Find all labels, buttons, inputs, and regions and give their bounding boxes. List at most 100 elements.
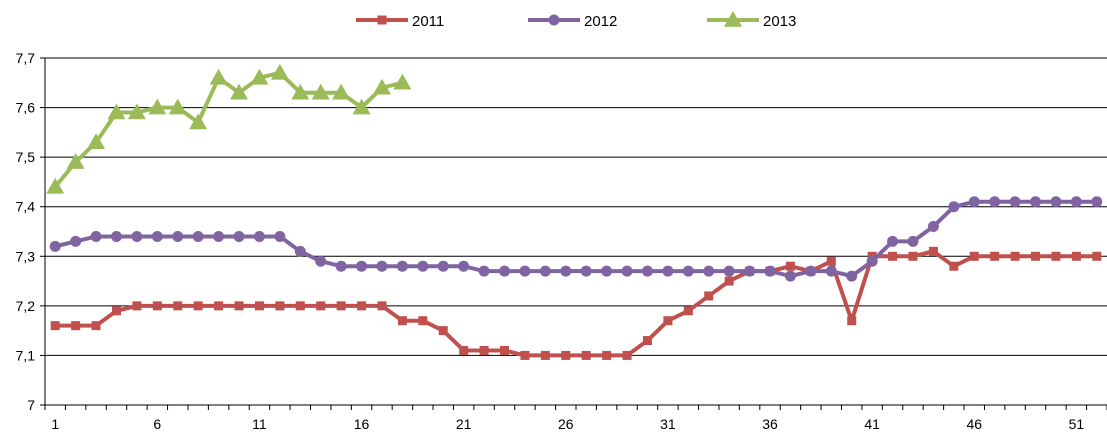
data-point	[785, 261, 795, 271]
data-point	[172, 230, 184, 242]
y-tick-label: 7,2	[16, 298, 36, 314]
data-point	[642, 336, 652, 346]
data-point	[87, 133, 106, 150]
data-point	[519, 265, 531, 277]
y-tick-label: 7,7	[16, 50, 36, 66]
data-point	[152, 301, 162, 311]
legend-label: 2012	[584, 13, 617, 30]
data-point	[357, 301, 367, 311]
data-point	[581, 350, 591, 360]
data-point	[1050, 196, 1062, 208]
data-point	[968, 196, 980, 208]
x-tick-label: 46	[966, 416, 982, 432]
data-point	[682, 265, 694, 277]
y-tick-label: 7,4	[16, 199, 36, 215]
series-line-2012	[54, 199, 1097, 279]
data-point	[1030, 196, 1042, 208]
y-tick-label: 7,6	[16, 100, 36, 116]
data-point	[540, 350, 550, 360]
data-point	[132, 301, 142, 311]
legend-item-2011: 2011	[356, 13, 444, 30]
x-tick-label: 41	[864, 416, 880, 432]
data-point	[887, 235, 899, 247]
data-point	[397, 316, 407, 326]
data-point	[662, 265, 674, 277]
data-point	[723, 265, 735, 277]
x-tick-label: 21	[456, 416, 472, 432]
data-point	[336, 301, 346, 311]
data-point	[703, 265, 715, 277]
data-point	[704, 291, 714, 301]
data-point	[724, 276, 734, 286]
data-point	[866, 255, 878, 267]
y-tick-label: 7,1	[16, 347, 36, 363]
data-point	[352, 98, 371, 115]
data-point	[621, 265, 633, 277]
data-point	[90, 230, 102, 242]
data-point	[499, 265, 511, 277]
data-point	[580, 265, 592, 277]
data-point	[969, 251, 979, 261]
data-point	[275, 301, 285, 311]
data-point	[295, 301, 305, 311]
legend-swatch-marker	[377, 15, 387, 25]
data-point	[66, 153, 85, 169]
data-point	[927, 221, 939, 233]
legend-swatch-marker	[548, 14, 560, 26]
data-point	[1010, 251, 1020, 261]
data-point	[641, 265, 653, 277]
data-point	[294, 245, 306, 257]
data-point	[539, 265, 551, 277]
data-point	[459, 345, 469, 355]
data-point	[784, 270, 796, 282]
data-point	[907, 235, 919, 247]
legend-label: 2013	[763, 13, 796, 30]
legend-item-2013: 2013	[707, 11, 796, 30]
data-point	[173, 301, 183, 311]
x-tick-label: 1	[51, 416, 59, 432]
data-point	[209, 68, 228, 85]
data-point	[479, 345, 489, 355]
legend: 2011 2012 2013	[356, 11, 796, 30]
data-point	[1091, 196, 1103, 208]
data-point	[49, 240, 61, 252]
data-point	[377, 301, 387, 311]
data-point	[908, 251, 918, 261]
data-point	[189, 113, 208, 130]
data-point	[253, 230, 265, 242]
data-point	[437, 260, 449, 272]
data-point	[230, 83, 249, 100]
data-point	[1092, 251, 1102, 261]
data-point	[254, 301, 264, 311]
data-point	[478, 265, 490, 277]
data-point	[396, 260, 408, 272]
data-point	[376, 260, 388, 272]
data-point	[233, 230, 245, 242]
data-point	[601, 265, 613, 277]
data-point	[561, 350, 571, 360]
data-point	[213, 230, 225, 242]
data-point	[168, 98, 187, 115]
gridlines	[45, 57, 1107, 356]
x-tick-label: 26	[558, 416, 574, 432]
data-point	[764, 265, 776, 277]
data-point	[193, 301, 203, 311]
data-point	[847, 316, 857, 326]
x-tick-label: 51	[1069, 416, 1085, 432]
y-tick-label: 7	[27, 397, 35, 413]
data-point	[1031, 251, 1041, 261]
y-tick-label: 7,5	[16, 149, 36, 165]
legend-swatch-marker	[724, 11, 742, 27]
series-line-2011	[55, 249, 1097, 358]
data-point	[1071, 251, 1081, 261]
data-point	[274, 230, 286, 242]
data-point	[989, 196, 1001, 208]
data-point	[990, 251, 1000, 261]
data-point	[148, 98, 167, 115]
data-point	[311, 83, 330, 100]
data-point	[805, 265, 817, 277]
data-point	[234, 301, 244, 311]
data-point	[332, 83, 351, 100]
data-point	[151, 230, 163, 242]
series-2011	[50, 246, 1102, 360]
